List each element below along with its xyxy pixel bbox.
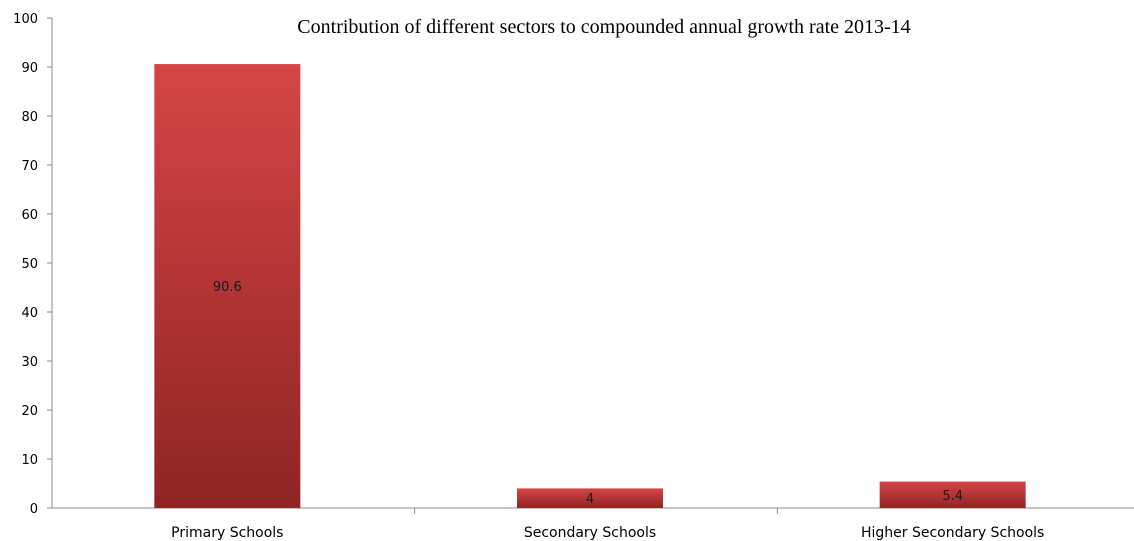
- y-tick-label: 60: [21, 208, 38, 223]
- y-axis: 0 10 20 30 40 50 60 70 80 90 100: [13, 12, 53, 517]
- y-tick-label: 0: [30, 502, 38, 517]
- y-tick-label: 100: [13, 12, 38, 27]
- chart-title: Contribution of different sectors to com…: [297, 16, 910, 38]
- category-label-3: Higher Secondary Schools: [861, 525, 1044, 541]
- data-label-3: 5.4: [942, 489, 963, 504]
- data-label-2: 4: [586, 492, 594, 507]
- data-label-1: 90.6: [213, 280, 242, 295]
- x-axis: [52, 507, 1134, 514]
- y-tick-label: 30: [21, 355, 38, 370]
- y-tick-label: 70: [21, 159, 38, 174]
- bar-2: [517, 488, 663, 508]
- category-labels: Primary Schools Secondary Schools Higher S…: [171, 525, 1044, 541]
- y-tick-label: 20: [21, 404, 38, 419]
- bar-3: [879, 481, 1026, 508]
- category-label-2: Secondary Schools: [524, 525, 656, 541]
- y-tick-label: 90: [21, 61, 38, 76]
- bars: [154, 64, 1026, 508]
- y-tick-label: 10: [21, 453, 38, 468]
- data-labels: 90.6 4 5.4: [213, 280, 963, 507]
- bar-1: [154, 64, 301, 508]
- y-tick-label: 80: [21, 110, 38, 125]
- y-tick-label: 40: [21, 306, 38, 321]
- category-label-1: Primary Schools: [171, 525, 283, 541]
- y-tick-label: 50: [21, 257, 38, 272]
